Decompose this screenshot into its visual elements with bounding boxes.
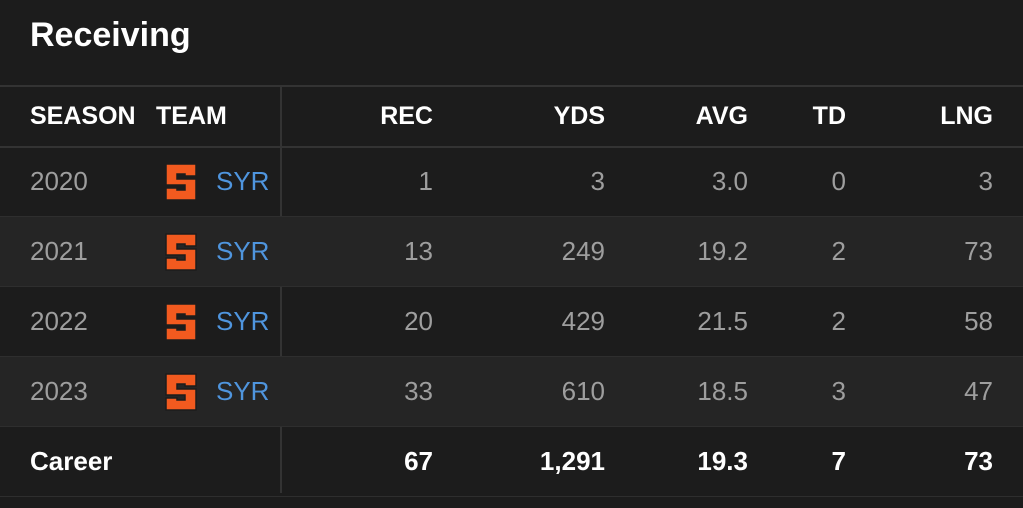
team-logo — [165, 233, 197, 271]
stat-value: 1 — [418, 166, 433, 196]
team-logo — [165, 163, 197, 201]
team-logo — [163, 162, 199, 206]
stat-value: 18.5 — [697, 376, 748, 406]
career-total: 1,291 — [539, 446, 605, 476]
stat-value: 20 — [404, 306, 433, 336]
column-header: YDS — [553, 102, 605, 130]
career-total: 7 — [831, 446, 846, 476]
header-row: SEASON TEAM REC YDS AVG TD LNG — [0, 85, 1023, 148]
career-row: Career 67 1,291 19.3 7 73 — [0, 427, 1023, 497]
stat-value: 0 — [831, 166, 846, 196]
stat-value: 2 — [831, 236, 846, 266]
stat-value: 610 — [561, 376, 605, 406]
column-header: AVG — [695, 102, 748, 130]
team-link[interactable]: SYR — [216, 376, 270, 406]
team-link[interactable]: SYR — [216, 236, 270, 266]
team-logo — [165, 373, 197, 411]
team-link[interactable]: SYR — [216, 166, 270, 196]
data-row: 2022 SYR 20 429 21.5 2 58 — [0, 287, 1023, 357]
career-total: 19.3 — [697, 446, 748, 476]
stat-value: 2 — [831, 306, 846, 336]
column-header: TEAM — [156, 102, 227, 130]
data-row: 2021 SYR 13 249 19.2 2 73 — [0, 217, 1023, 287]
season: 2022 — [30, 306, 88, 336]
stat-value: 13 — [404, 236, 433, 266]
column-header: LNG — [940, 102, 993, 130]
season: 2020 — [30, 166, 88, 196]
stat-value: 33 — [404, 376, 433, 406]
section-title: Receiving — [30, 16, 191, 54]
stat-value: 3 — [831, 376, 846, 406]
column-header: TD — [812, 102, 846, 130]
stat-value: 3 — [590, 166, 605, 196]
stat-value: 73 — [964, 236, 993, 266]
stat-value: 58 — [964, 306, 993, 336]
stat-value: 249 — [561, 236, 605, 266]
stat-value: 47 — [964, 376, 993, 406]
stat-value: 429 — [561, 306, 605, 336]
team-logo — [165, 303, 197, 341]
data-row: 2020 SYR 1 3 3.0 0 3 — [0, 147, 1023, 217]
career-label: Career — [30, 446, 113, 476]
column-divider — [280, 86, 282, 493]
career-total: 67 — [404, 446, 433, 476]
team-logo — [163, 372, 199, 416]
career-total: 73 — [964, 446, 993, 476]
column-header: SEASON — [30, 102, 136, 130]
team-link[interactable]: SYR — [216, 306, 270, 336]
stat-value: 19.2 — [697, 236, 748, 266]
season: 2023 — [30, 376, 88, 406]
column-header: REC — [380, 102, 433, 130]
season: 2021 — [30, 236, 88, 266]
stat-value: 21.5 — [697, 306, 748, 336]
team-logo — [163, 302, 199, 346]
stat-value: 3.0 — [711, 166, 748, 196]
stat-value: 3 — [978, 166, 993, 196]
team-logo — [163, 232, 199, 276]
data-row: 2023 SYR 33 610 18.5 3 47 — [0, 357, 1023, 427]
